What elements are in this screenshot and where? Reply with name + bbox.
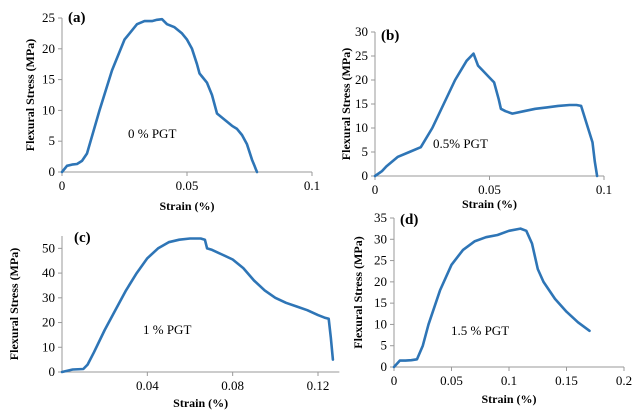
x-tick-label: 0.05 [176, 178, 199, 193]
y-tick-label: 35 [374, 210, 387, 225]
series-annotation: 0 % PGT [128, 126, 176, 141]
y-tick-label: 0 [49, 364, 56, 379]
x-tick-label: 0.1 [501, 373, 517, 388]
stress-strain-curve [60, 237, 335, 374]
y-axis-title: Flexural Stress (MPa) [339, 48, 353, 160]
y-tick-label: 0 [49, 164, 56, 179]
y-tick-label: 20 [355, 72, 368, 87]
y-tick-label: 25 [355, 48, 368, 63]
panel-label: (a) [68, 10, 86, 26]
series-annotation: 0.5% PGT [433, 136, 488, 151]
y-tick-label: 5 [49, 133, 56, 148]
y-axis-title: Flexural Stress (MPa) [351, 236, 365, 348]
panel-label: (c) [74, 230, 91, 246]
x-axis-title: Strain (%) [462, 197, 517, 211]
x-tick-label: 0.08 [221, 378, 244, 393]
x-axis-title: Strain (%) [173, 396, 228, 410]
y-tick-label: 30 [355, 24, 368, 39]
chart-panel-a: 0 5 10 15 20 25 0 0.05 0.1 Strain (%) Flexural Str… [23, 10, 320, 213]
y-tick-label: 10 [42, 339, 55, 354]
y-tick-label: 10 [42, 102, 55, 117]
y-tick-label: 40 [42, 265, 55, 280]
y-tick-label: 5 [381, 338, 388, 353]
x-tick-label: 0 [59, 178, 66, 193]
x-tick-label: 0.1 [304, 178, 320, 193]
x-tick-label: 0.12 [307, 378, 330, 393]
panel-label: (b) [381, 28, 399, 44]
stress-strain-curve [373, 52, 599, 178]
y-tick-label: 20 [42, 41, 55, 56]
x-axis-title: Strain (%) [482, 392, 537, 406]
y-tick-label: 20 [42, 315, 55, 330]
y-tick-label: 25 [374, 253, 387, 268]
y-tick-label: 0 [362, 168, 369, 183]
y-tick-label: 30 [42, 290, 55, 305]
y-tick-label: 20 [374, 274, 387, 289]
chart-panel-d: 0 5 10 15 20 25 30 35 0 0.05 0.1 0.15 0.2 Strain (%) F… [351, 210, 632, 406]
stress-strain-curve [392, 227, 591, 369]
chart-panel-c: 0 10 20 30 40 50 0.04 0.08 0.12 Strain (%) Flexura… [7, 230, 340, 410]
y-tick-label: 10 [355, 120, 368, 135]
x-axis-title: Strain (%) [160, 199, 215, 213]
y-tick-label: 25 [42, 10, 55, 25]
y-axis-title: Flexural Stress (MPa) [23, 39, 37, 151]
x-tick-label: 0.1 [596, 182, 612, 197]
panel-label: (d) [400, 212, 418, 228]
x-tick-label: 0 [372, 182, 379, 197]
y-tick-label: 50 [42, 240, 55, 255]
chart-panel-b: 0 5 10 15 20 25 30 0 0.05 0.1 Strain (%) Flexural S… [339, 24, 612, 211]
x-tick-label: 0.05 [440, 373, 463, 388]
x-tick-label: 0 [391, 373, 398, 388]
series-annotation: 1 % PGT [143, 322, 191, 337]
x-tick-label: 0.04 [136, 378, 159, 393]
y-tick-label: 15 [374, 295, 387, 310]
y-tick-label: 10 [374, 316, 387, 331]
series-annotation: 1.5 % PGT [451, 323, 509, 338]
y-tick-label: 15 [42, 72, 55, 87]
stress-strain-curve [60, 17, 259, 174]
y-tick-label: 15 [355, 96, 368, 111]
y-tick-label: 0 [381, 359, 388, 374]
y-axis-title: Flexural Stress (MPa) [7, 248, 21, 360]
x-tick-label: 0.15 [555, 373, 578, 388]
x-tick-label: 0.2 [616, 373, 632, 388]
y-tick-label: 30 [374, 231, 387, 246]
x-tick-label: 0.05 [478, 182, 501, 197]
y-tick-label: 5 [362, 144, 369, 159]
